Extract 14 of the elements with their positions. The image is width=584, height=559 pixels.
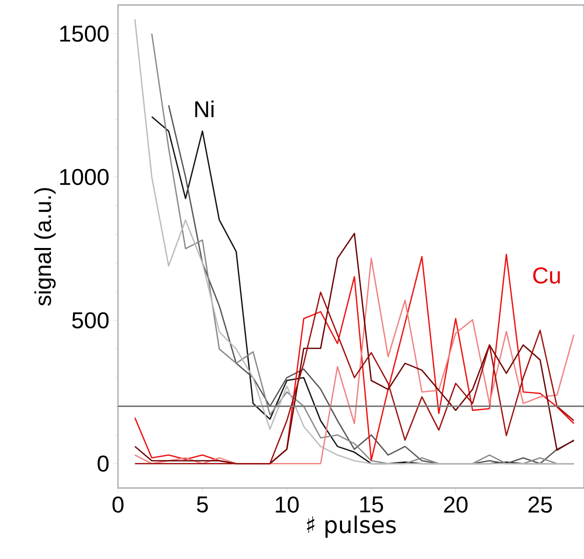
x-tick-label: 10 — [276, 496, 299, 513]
x-tick-label: 5 — [196, 496, 208, 513]
y-tick-label: 500 — [72, 312, 109, 328]
x-tick-label: 25 — [528, 496, 552, 513]
x-tick-label: 0 — [112, 496, 124, 513]
x-axis-title: ♯ pulses — [307, 516, 396, 538]
x-tick-label: 15 — [360, 496, 384, 513]
y-tick-label: 1000 — [60, 168, 109, 186]
y-axis-title: signal (a.u.) — [34, 188, 56, 306]
annotation: Cu — [533, 267, 560, 284]
y-tick-label: 1500 — [60, 26, 109, 42]
x-tick-label: 20 — [444, 496, 468, 513]
annotation: Ni — [195, 100, 214, 118]
y-tick-label: 0 — [98, 456, 109, 472]
